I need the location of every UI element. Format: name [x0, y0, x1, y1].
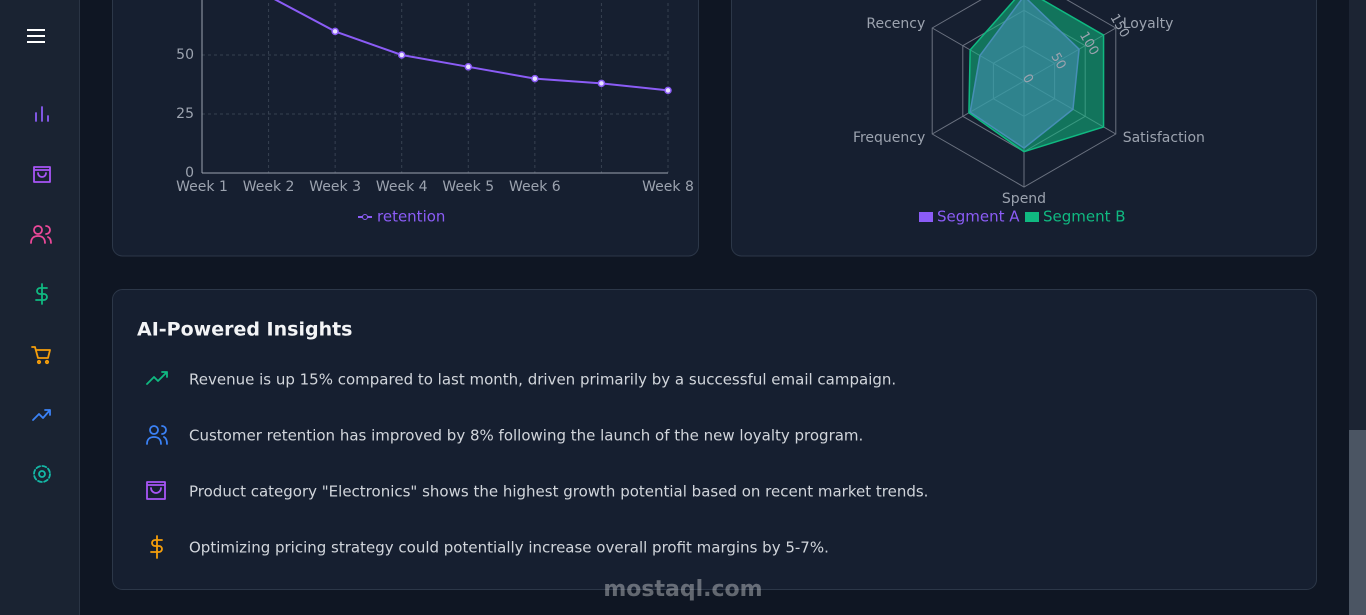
legend-label: retention	[377, 208, 445, 226]
legend-swatch	[919, 212, 933, 222]
insight-text: Product category "Electronics" shows the…	[189, 483, 928, 501]
nav-trends[interactable]	[32, 409, 51, 421]
radar-axis-label: Satisfaction	[1123, 130, 1205, 146]
x-tick-label: Week 1	[176, 179, 228, 195]
insight-text: Customer retention has improved by 8% fo…	[189, 427, 863, 445]
legend-label: Segment A	[937, 208, 1020, 226]
y-tick-label: 0	[185, 165, 194, 181]
radar-axis-label: Spend	[1002, 191, 1046, 207]
menu-button[interactable]	[27, 29, 45, 43]
point	[397, 51, 406, 59]
retention-card	[112, 0, 699, 257]
legend-swatch	[1025, 212, 1039, 222]
sidebar	[0, 0, 80, 615]
scrollbar-thumb[interactable]	[1349, 430, 1366, 615]
point	[331, 27, 339, 36]
x-tick-label: Week 5	[442, 179, 494, 195]
insight-icon-bag	[146, 481, 166, 500]
point	[531, 74, 539, 83]
x-tick-label: Week 3	[309, 179, 361, 195]
line	[273, 0, 669, 92]
radar-tick-label: 50	[1047, 50, 1068, 72]
insight-text: Optimizing pricing strategy could potent…	[189, 539, 829, 557]
insights-card	[112, 289, 1317, 590]
nav-revenue[interactable]	[35, 283, 48, 305]
nav-analytics[interactable]	[35, 106, 49, 122]
legend-swatch-dot	[362, 214, 368, 220]
point	[664, 86, 672, 95]
nav-orders[interactable]	[31, 346, 51, 365]
nav-customers[interactable]	[30, 225, 52, 244]
legend-label: Segment B	[1043, 208, 1126, 226]
insight-icon-users	[146, 425, 168, 445]
insight-icon-trend	[146, 371, 168, 385]
nav-products[interactable]	[33, 166, 51, 183]
x-tick-label: Week 8	[642, 179, 694, 195]
insights-title: AI-Powered Insights	[137, 319, 353, 341]
point	[464, 63, 473, 71]
radar-axis-label: Frequency	[853, 130, 925, 146]
radar-axis-label: Loyalty	[1123, 16, 1174, 32]
y-tick-label: 25	[176, 106, 194, 122]
insight-icon-dollar	[150, 535, 163, 559]
x-tick-label: Week 2	[243, 179, 295, 195]
radar-axis-label: Recency	[866, 16, 925, 32]
radar-area	[968, 0, 1105, 153]
nav-settings[interactable]	[33, 465, 51, 483]
insight-text: Revenue is up 15% compared to last month…	[189, 371, 896, 389]
y-tick-label: 50	[176, 47, 194, 63]
x-tick-label: Week 4	[376, 179, 428, 195]
watermark: mostaql.com	[603, 577, 762, 602]
point	[597, 79, 606, 88]
y-tick-label: 75	[176, 0, 194, 4]
x-tick-label: Week 6	[509, 179, 561, 195]
